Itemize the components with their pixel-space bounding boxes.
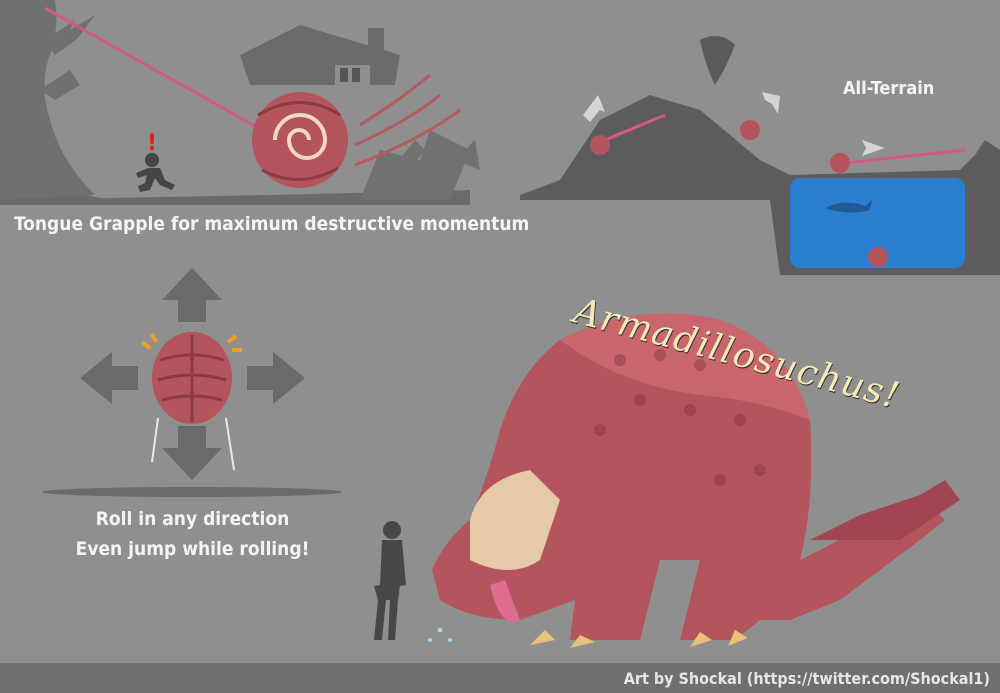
rubble [360,130,480,200]
tongue-grapple-panel: ! [0,0,480,205]
human-silhouette-icon [374,521,406,640]
creature-tongue [490,580,520,622]
caption-roll-line-1: Roll in any direction [95,508,290,530]
shark-icon [825,200,872,213]
roll-panel [42,268,342,497]
arrow-right-icon [247,352,305,404]
tree-icon [0,0,95,200]
arrow-left-icon [80,352,138,404]
armored-ball-top-view [140,332,242,424]
all-terrain-panel [520,36,1000,275]
artist-credit: Art by Shockal (https://twitter.com/Shoc… [623,669,990,688]
motion-lines [151,417,235,471]
arrow-down-icon [162,426,222,480]
arrow-icon [583,92,885,156]
armadillosuchus-creature [428,313,960,648]
debris-cloud [700,36,735,85]
creature-claws [530,630,748,648]
terrain-tongue-line-1 [604,113,666,142]
drool-drops [428,627,452,642]
shadow-line [42,487,342,497]
human-silhouette-icon [136,153,175,192]
footer-bar: Art by Shockal (https://twitter.com/Shoc… [0,663,1000,693]
speed-lines [354,73,461,167]
alert-mark: ! [147,131,157,156]
house-icon [240,25,400,85]
mini-ball-4 [868,247,888,267]
creature-tail [810,480,960,540]
mini-ball-3 [830,153,850,173]
mini-ball-1 [590,135,610,155]
caption-tongue-grapple: Tongue Grapple for maximum destructive m… [14,213,530,235]
caption-all-terrain: All-Terrain [843,78,935,99]
ground-strip [0,160,470,205]
arrow-up-icon [162,268,222,322]
caption-roll-line-2: Even jump while rolling! [75,538,310,560]
water-pool [790,178,965,268]
mini-ball-2 [740,120,760,140]
terrain-tongue-line-2 [844,148,966,165]
creature-scales [594,349,766,486]
tongue-line [44,6,263,132]
rolling-armadillo-ball [252,92,348,188]
